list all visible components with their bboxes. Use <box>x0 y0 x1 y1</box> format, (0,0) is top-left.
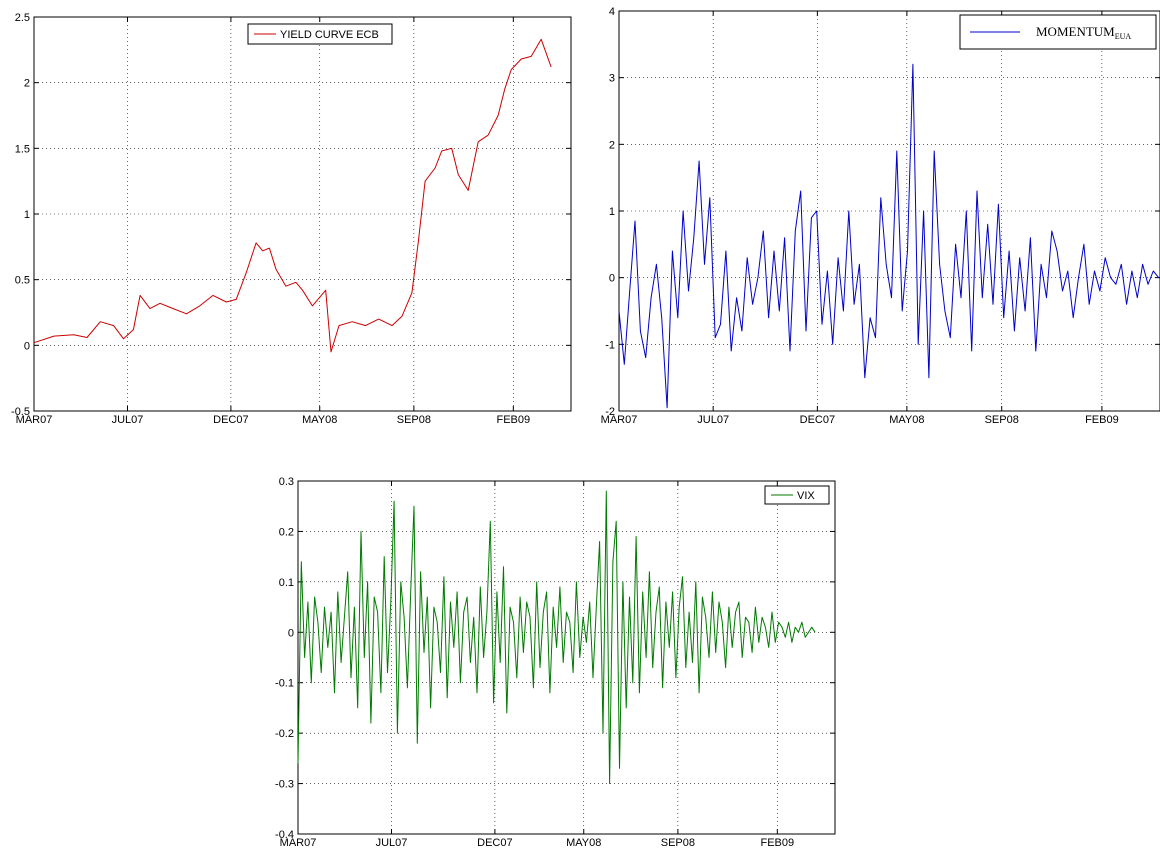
x-tick-label: MAR07 <box>601 414 638 426</box>
y-tick-label: -1 <box>605 339 615 351</box>
legend: MOMENTUMEUA <box>959 14 1157 50</box>
legend-label: YIELD CURVE ECB <box>280 29 379 41</box>
y-tick-label: 3 <box>609 73 615 85</box>
y-tick-label: 0 <box>288 627 294 639</box>
y-tick-label: 0.2 <box>279 526 294 538</box>
x-tick-label: FEB09 <box>1085 414 1119 426</box>
x-tick-label: MAR07 <box>280 837 317 849</box>
y-tick-label: 0 <box>24 340 30 352</box>
y-tick-label: -0.4 <box>275 829 294 841</box>
legend-box <box>247 23 393 45</box>
legend: VIX <box>764 485 830 505</box>
y-tick-label: 4 <box>609 6 615 18</box>
y-tick-label: -0.1 <box>275 678 294 690</box>
y-tick-label: 0 <box>609 273 615 285</box>
y-tick-label: 1.5 <box>15 143 30 155</box>
x-tick-label: FEB09 <box>497 414 531 426</box>
y-tick-label: -0.2 <box>275 728 294 740</box>
x-tick-label: DEC07 <box>800 414 835 426</box>
legend-label: MOMENTUMEUA <box>1036 24 1131 41</box>
y-tick-label: 0.5 <box>15 275 30 287</box>
x-tick-label: JUL07 <box>112 414 144 426</box>
x-tick-label: MAY08 <box>566 837 601 849</box>
y-tick-label: 1 <box>609 206 615 218</box>
y-tick-label: 0.3 <box>279 476 294 488</box>
series-line <box>618 63 1160 409</box>
x-tick-label: SEP08 <box>397 414 431 426</box>
legend-label: VIX <box>797 490 815 502</box>
x-tick-label: FEB09 <box>761 837 795 849</box>
chart-panel-3: -0.4 -0.3 -0.2 -0.1 0 0.1 0.2 0.3 MAR07 JUL07 DEC0… <box>275 476 836 849</box>
x-tick-label: DEC07 <box>477 837 512 849</box>
x-tick-label: MAY08 <box>889 414 924 426</box>
x-tick-label: JUL07 <box>376 837 408 849</box>
y-tick-label: -0.3 <box>275 779 294 791</box>
series-line <box>33 38 552 353</box>
plot-area <box>297 480 836 835</box>
chart-panel-2: -2 -1 0 1 2 3 4 MAR07 JUL07 DEC07 MAY08 SEP08 FEB09 M… <box>601 6 1160 426</box>
y-tick-label: -0.5 <box>11 406 30 418</box>
plot-area <box>618 10 1160 412</box>
x-tick-label: DEC07 <box>213 414 248 426</box>
y-tick-label: 1 <box>24 209 30 221</box>
y-tick-label: 0.1 <box>279 577 294 589</box>
legend-label-subscript: EUA <box>1115 32 1132 41</box>
legend-box <box>764 485 830 505</box>
x-tick-label: JUL07 <box>697 414 729 426</box>
y-tick-label: 2.5 <box>15 12 30 24</box>
x-tick-label: MAR07 <box>16 414 53 426</box>
x-tick-label: SEP08 <box>985 414 1019 426</box>
y-tick-label: -2 <box>605 406 615 418</box>
legend: YIELD CURVE ECB <box>247 23 393 45</box>
series-line <box>297 490 816 785</box>
x-tick-label: MAY08 <box>302 414 337 426</box>
y-tick-label: 2 <box>24 78 30 90</box>
x-tick-label: SEP08 <box>661 837 695 849</box>
chart-panel-1: -0.5 0 0.5 1 1.5 2 2.5 MAR07 JUL07 DEC07 MAY08 SEP0… <box>11 12 572 426</box>
y-tick-label: 2 <box>609 139 615 151</box>
